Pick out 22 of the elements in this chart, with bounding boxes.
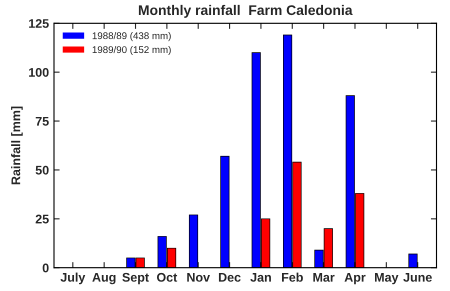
x-tick-label: July: [60, 272, 86, 284]
x-tick-label: June: [403, 273, 432, 282]
y-tick-label: 100: [29, 68, 49, 77]
y-tick-label: 0: [42, 264, 49, 272]
y-tick-label: 50: [36, 166, 49, 175]
x-tick-label: Aug: [92, 272, 116, 284]
x-tick-label: Oct: [156, 272, 178, 282]
x-tick-label: May: [375, 273, 398, 284]
y-axis-title: Rainfall [mm]: [11, 106, 23, 184]
x-tick-label: Nov: [187, 273, 210, 282]
x-tick-label: Feb: [282, 272, 303, 282]
x-tick-label: Sept: [122, 272, 149, 284]
x-tick-label: Mar: [313, 273, 335, 282]
y-tick-label: 25: [36, 214, 49, 224]
legend-label: 1988/89 (438 mm): [92, 32, 171, 42]
chart-title: Monthly rainfall Farm Caledonia: [138, 4, 353, 18]
legend-label: 1989/90 (152 mm): [92, 46, 171, 56]
x-tick-label: Apr: [344, 273, 366, 284]
y-tick-label: 125: [29, 19, 49, 28]
x-tick-label: Jan: [250, 273, 271, 282]
y-tick-label: 75: [36, 116, 49, 126]
x-tick-label: Dec: [218, 273, 241, 282]
